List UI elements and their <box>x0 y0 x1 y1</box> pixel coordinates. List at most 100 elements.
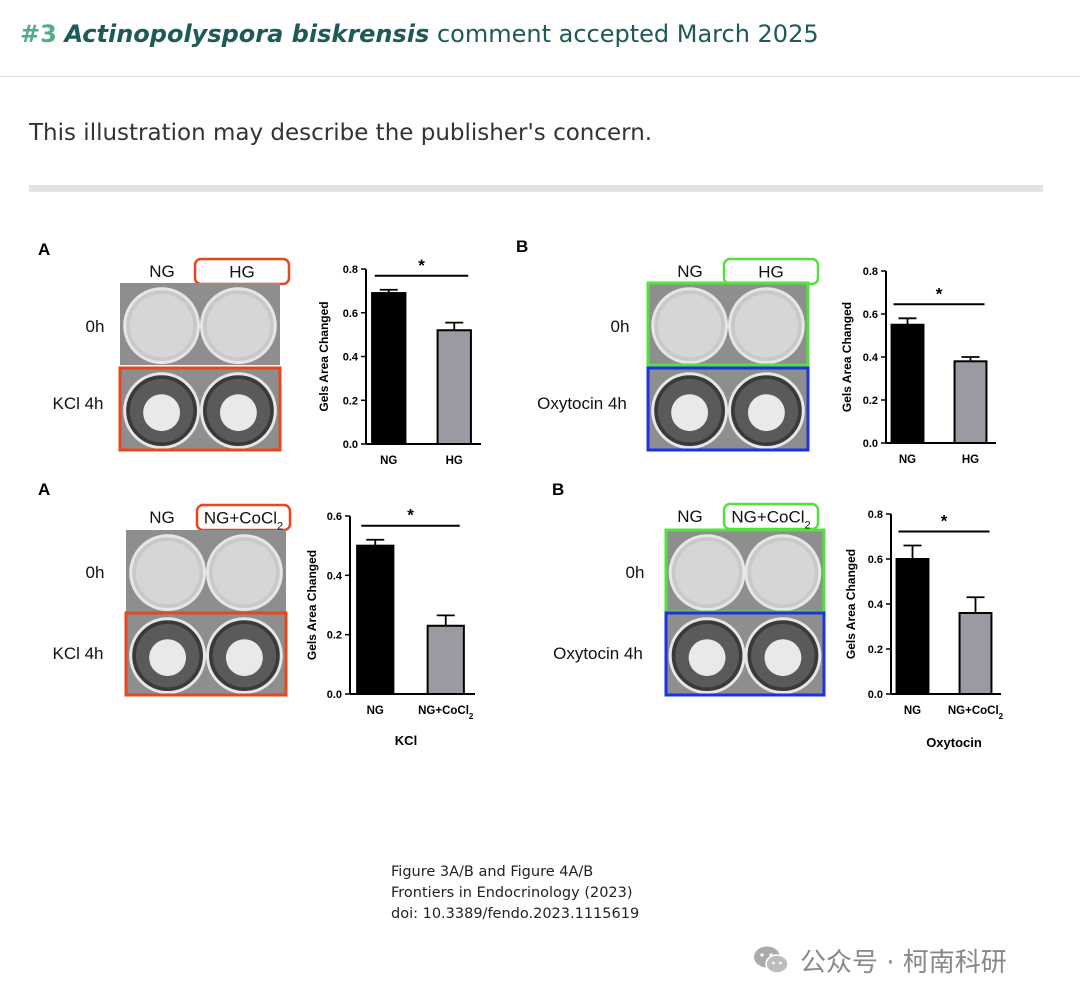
y-tick-label: 0.6 <box>863 309 878 321</box>
column-label-treatment: HG <box>758 263 784 282</box>
y-tick-label: 0.2 <box>868 644 883 656</box>
gel-disc <box>671 394 709 432</box>
photo-highlight-bottom <box>118 366 282 452</box>
well-inner <box>751 540 815 605</box>
y-tick-label: 0.6 <box>327 511 342 523</box>
bar <box>953 360 988 444</box>
page-header: #3 Actinopolyspora biskrensis comment ac… <box>0 0 1080 77</box>
intro-text: This illustration may describe the publi… <box>29 120 653 146</box>
panel-letter: A <box>38 480 50 499</box>
caption-line-2: Frontiers in Endocrinology (2023) <box>391 885 633 901</box>
gel-disc <box>747 394 785 432</box>
y-tick-label: 0.2 <box>327 630 342 642</box>
photo-highlight-bottom <box>664 611 826 697</box>
significance-star: * <box>418 256 425 275</box>
y-tick-label: 0.8 <box>863 266 878 278</box>
bar-chart-0: 0.0 0.2 0.4 0.6 0.8 Gels Area Changed NG HG * <box>317 256 481 467</box>
x-axis-label: Oxytocin <box>926 735 982 750</box>
y-axis-label: Gels Area Changed <box>317 301 331 411</box>
x-tick-label: NG <box>380 455 397 467</box>
bar <box>426 624 465 695</box>
x-tick-label: HG <box>962 454 979 466</box>
y-tick-label: 0.4 <box>343 352 359 364</box>
y-axis-label: Gels Area Changed <box>840 302 854 412</box>
y-tick-label: 0.6 <box>868 554 883 566</box>
photo-highlight-bottom <box>646 366 810 452</box>
x-tick-label: NG+CoCl2 <box>418 705 474 721</box>
y-tick-label: 0.2 <box>343 395 358 407</box>
panel-letter: B <box>552 480 564 499</box>
well-inner <box>206 293 271 358</box>
column-label-control: NG <box>149 262 175 281</box>
y-tick-label: 0.4 <box>327 570 343 582</box>
y-tick-label: 0.8 <box>343 264 358 276</box>
x-axis-label: KCl <box>395 733 417 748</box>
photo-panel-bl: A NG NG+CoCl2 0h KCl 4h <box>38 480 292 697</box>
x-tick-label: HG <box>446 455 463 467</box>
bar <box>958 612 993 695</box>
photo-panel-tr: B NG HG 0h Oxytocin 4h <box>516 237 820 452</box>
significance-star: * <box>407 506 414 525</box>
bar <box>436 329 472 445</box>
gel-disc <box>219 394 257 432</box>
comment-status: comment accepted March 2025 <box>429 20 819 48</box>
well-inner <box>734 293 799 358</box>
caption-line-3: doi: 10.3389/fendo.2023.1115619 <box>391 906 640 922</box>
significance-star: * <box>936 284 943 303</box>
gel-disc <box>143 394 181 432</box>
photo-panel-br: B NG NG+CoCl2 0h Oxytocin 4h <box>552 480 826 697</box>
y-tick-label: 0.6 <box>343 308 358 320</box>
comment-title: #3 Actinopolyspora biskrensis comment ac… <box>20 20 819 48</box>
bar-chart-3: 0.0 0.2 0.4 0.6 0.8 Gels Area Changed NG NG+CoC… <box>844 509 1004 750</box>
bar-chart-2: 0.0 0.2 0.4 0.6 Gels Area Changed NG NG+CoCl2 *… <box>305 506 475 748</box>
bar <box>371 292 407 445</box>
caption-line-1: Figure 3A/B and Figure 4A/B <box>391 864 594 880</box>
x-tick-label: NG <box>367 705 384 717</box>
figure-caption: Figure 3A/B and Figure 4A/B Frontiers in… <box>391 862 639 925</box>
well-inner <box>129 293 194 358</box>
gel-disc <box>225 639 263 677</box>
watermark-text: 公众号 · 柯南科研 <box>800 947 1007 978</box>
gel-disc <box>688 639 726 677</box>
well-inner <box>135 540 200 605</box>
y-axis-label: Gels Area Changed <box>844 549 858 659</box>
species-name: Actinopolyspora biskrensis <box>64 20 430 48</box>
bar <box>890 323 925 444</box>
row-label-0h: 0h <box>626 563 645 582</box>
row-label-0h: 0h <box>611 317 630 336</box>
y-tick-label: 0.8 <box>868 509 883 521</box>
divider <box>29 185 1043 192</box>
row-label-4h: KCl 4h <box>52 644 103 663</box>
bar-chart-1: 0.0 0.2 0.4 0.6 0.8 Gels Area Changed NG HG * <box>840 266 996 466</box>
panel-letter: A <box>38 240 50 259</box>
bar <box>356 544 395 696</box>
y-axis-label: Gels Area Changed <box>305 550 319 660</box>
bar <box>895 558 930 695</box>
row-label-4h: KCl 4h <box>52 394 103 413</box>
column-label-control: NG <box>677 262 703 281</box>
y-tick-label: 0.0 <box>868 689 883 701</box>
x-tick-label: NG <box>904 705 921 717</box>
well-inner <box>657 293 722 358</box>
column-label-treatment: NG+CoCl2 <box>204 509 283 533</box>
row-label-0h: 0h <box>86 563 105 582</box>
photo-panel-tl: A NG HG 0h KCl 4h <box>38 240 291 452</box>
x-tick-label: NG+CoCl2 <box>948 705 1004 721</box>
column-label-treatment: HG <box>229 263 255 282</box>
panel-letter: B <box>516 237 528 256</box>
column-label-control: NG <box>677 507 703 526</box>
y-tick-label: 0.4 <box>863 352 879 364</box>
y-tick-label: 0.0 <box>863 438 878 450</box>
y-tick-label: 0.2 <box>863 395 878 407</box>
well-inner <box>675 540 739 605</box>
row-label-4h: Oxytocin 4h <box>553 644 643 663</box>
wechat-icon <box>754 946 789 974</box>
row-label-4h: Oxytocin 4h <box>537 394 627 413</box>
row-label-0h: 0h <box>86 317 105 336</box>
watermark: 公众号 · 柯南科研 <box>752 940 1007 980</box>
photo-highlight-bottom <box>124 611 288 697</box>
photo-highlight-top <box>646 281 810 367</box>
gel-disc <box>149 639 187 677</box>
x-tick-label: NG <box>899 454 916 466</box>
column-label-treatment: NG+CoCl2 <box>731 508 810 532</box>
